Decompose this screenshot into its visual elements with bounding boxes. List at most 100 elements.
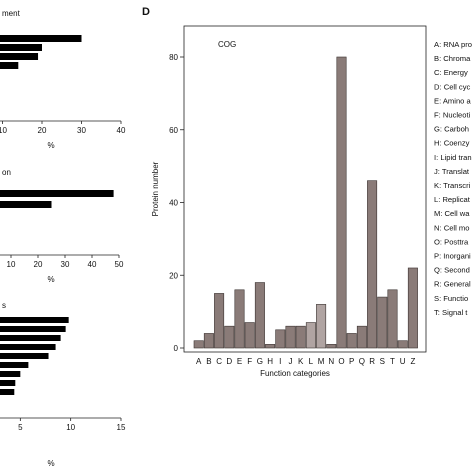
x-category-label: N: [328, 357, 334, 366]
x-tick-label: 40: [117, 126, 126, 135]
y-tick-label: 80: [169, 53, 178, 62]
x-category-label: L: [309, 357, 314, 366]
x-category-label: D: [226, 357, 232, 366]
legend-entry: A: RNA pro: [434, 40, 472, 49]
y-tick-label: 60: [169, 126, 178, 135]
x-tick-label: 20: [34, 260, 43, 269]
legend-entry: T: Signal t: [434, 308, 468, 317]
x-category-label: J: [289, 357, 293, 366]
legend-entry: I: Lipid tran: [434, 153, 472, 162]
left-panel-1: ment 10 20 30 40%: [0, 9, 126, 150]
x-category-label: H: [267, 357, 273, 366]
x-category-label: R: [369, 357, 375, 366]
hbar: [0, 201, 52, 208]
bar-L: [305, 322, 316, 349]
chart-annotation: COG: [218, 40, 236, 49]
x-axis-label: %: [47, 459, 54, 468]
bar-B: [203, 333, 214, 349]
bar-I: [275, 329, 286, 349]
x-category-label: M: [318, 357, 325, 366]
x-axis-label: %: [47, 275, 54, 284]
legend-entry: F: Nucleoti: [434, 111, 471, 120]
x-tick-label: 10: [0, 126, 7, 135]
hbar: [0, 335, 61, 341]
x-tick-label: 15: [117, 423, 126, 432]
hbar: [0, 62, 19, 69]
x-category-label: G: [257, 357, 263, 366]
legend-entry: E: Amino a: [434, 96, 471, 105]
bar-D: [224, 325, 235, 349]
bar-T: [387, 289, 398, 349]
hbar: [0, 44, 42, 51]
bar-J: [285, 325, 296, 349]
left-panel-3: s 5 10 15%: [0, 301, 126, 468]
hbar: [0, 371, 21, 377]
legend-entry: S: Functio: [434, 294, 468, 303]
hbar: [0, 389, 15, 395]
x-tick-label: 10: [7, 260, 16, 269]
legend-entry: N: Cell mo: [434, 223, 469, 232]
hbar: [0, 35, 82, 42]
legend-entry: K: Transcri: [434, 181, 471, 190]
bar-F: [244, 322, 255, 349]
y-tick-label: 20: [169, 271, 178, 280]
x-axis-label: %: [47, 141, 54, 150]
hbar: [0, 190, 114, 197]
legend-entry: J: Translat: [434, 167, 470, 176]
left-panel-2: on 10 20 30 40 50%: [0, 168, 124, 284]
legend-entry: C: Energy: [434, 68, 468, 77]
panel-label: D: [142, 6, 150, 18]
legend-entry: Q: Second: [434, 266, 470, 275]
bar-O: [336, 56, 347, 349]
hbar: [0, 317, 69, 323]
panel-title-fragment: s: [2, 301, 6, 310]
x-tick-label: 5: [18, 423, 23, 432]
x-category-label: B: [206, 357, 211, 366]
x-tick-label: 30: [77, 126, 86, 135]
x-category-label: F: [247, 357, 252, 366]
legend-entry: G: Carboh: [434, 125, 469, 134]
x-tick-label: 30: [61, 260, 70, 269]
legend-entry: M: Cell wa: [434, 209, 470, 218]
x-category-label: O: [338, 357, 344, 366]
legend-entry: L: Replicat: [434, 195, 471, 204]
panel-title-fragment: on: [2, 168, 11, 177]
bar-M: [316, 304, 327, 349]
x-category-label: K: [298, 357, 304, 366]
x-category-label: I: [279, 357, 281, 366]
plot-frame: [183, 25, 427, 353]
hbar: [0, 380, 16, 386]
legend-entry: D: Cell cyc: [434, 82, 470, 91]
x-axis-label: Function categories: [260, 369, 330, 378]
bar-P: [346, 333, 357, 349]
bar-H: [265, 344, 276, 349]
left-panels: ment 10 20 30 40% on 10 20 30 40 50% s 5 10 15%: [0, 9, 126, 468]
bar-E: [234, 289, 245, 349]
hbar: [0, 53, 39, 60]
bar-R: [367, 180, 378, 349]
bar-K: [295, 325, 306, 349]
bar-G: [254, 282, 265, 349]
x-tick-label: 20: [38, 126, 47, 135]
x-category-label: P: [349, 357, 354, 366]
bar-S: [377, 296, 388, 349]
hbar: [0, 344, 56, 350]
y-tick-label: 0: [174, 344, 179, 353]
legend-entry: O: Posttra: [434, 237, 469, 246]
hbar: [0, 353, 49, 359]
bar-Q: [356, 325, 367, 349]
x-category-label: U: [400, 357, 406, 366]
bar-C: [214, 293, 225, 349]
x-category-label: E: [237, 357, 242, 366]
legend-entry: H: Coenzy: [434, 139, 470, 148]
bar-A: [193, 340, 204, 349]
bar-U: [397, 340, 408, 349]
x-category-label: T: [390, 357, 395, 366]
hbar: [0, 326, 66, 332]
hbar: [0, 362, 29, 368]
x-category-label: A: [196, 357, 202, 366]
legend-entry: B: Chroma: [434, 54, 471, 63]
x-category-label: Z: [410, 357, 415, 366]
